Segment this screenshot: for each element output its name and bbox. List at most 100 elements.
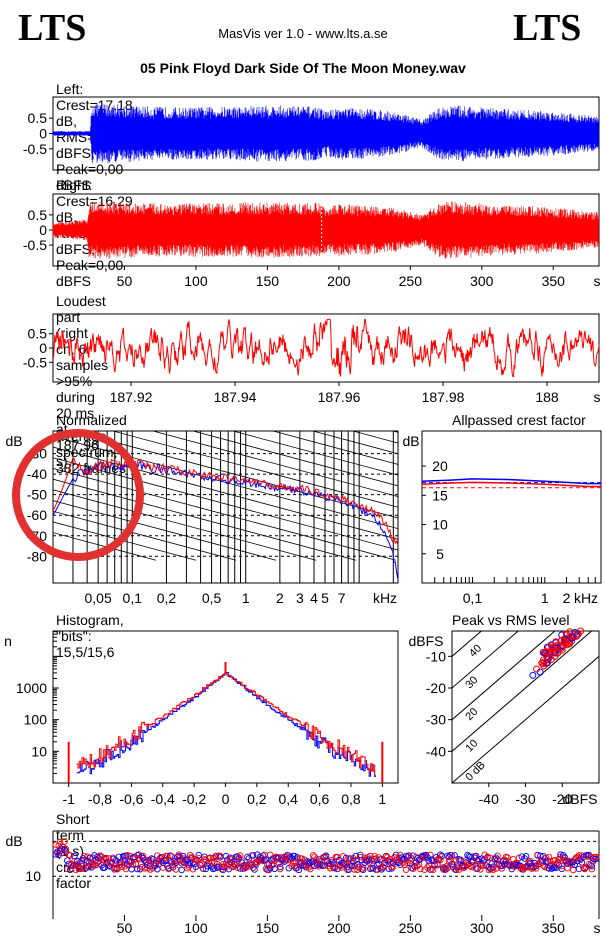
crest-point-left <box>585 851 593 859</box>
y-tick-label: -40 <box>27 466 47 482</box>
y-tick-label: 15 <box>432 487 448 503</box>
slope-line <box>53 446 398 540</box>
x-tick-label: 350 <box>542 920 566 936</box>
crest-point-right <box>309 852 317 859</box>
crest-point-left <box>452 866 460 874</box>
crest-point-right <box>96 852 104 859</box>
x-tick-label: -1 <box>62 791 75 807</box>
crest-point-right <box>580 864 587 871</box>
x-tick-label: 350 <box>542 273 566 289</box>
crest-point-right <box>56 838 64 846</box>
scatter-point-dense <box>541 649 549 657</box>
slope-line <box>53 457 398 551</box>
crest-point-right <box>564 864 571 872</box>
crest-point-right <box>277 865 284 873</box>
right-waveform-signal <box>52 201 599 259</box>
crest-point-right <box>417 865 424 873</box>
y-tick-label: -50 <box>27 487 47 503</box>
x-tick-label: 2 <box>563 590 571 606</box>
spectrum-grid <box>53 431 398 583</box>
y-tick-label: -0.5 <box>23 354 47 370</box>
x-tick-label: 0,8 <box>341 791 361 807</box>
x-tick-label: 0,4 <box>278 791 298 807</box>
x-tick-label: 1 <box>541 590 549 606</box>
scatter-point-dense <box>571 629 579 637</box>
allpassed-crest-title: Allpassed crest factor <box>452 412 586 428</box>
slope-line <box>53 510 237 561</box>
crest-point-right <box>389 863 397 870</box>
crest-point-right <box>152 862 160 869</box>
y-tick-label: 5 <box>436 546 444 562</box>
x-tick-label: 50 <box>117 273 133 289</box>
crest-point-left <box>592 855 600 863</box>
scatter-point-dense <box>558 636 566 644</box>
scatter-point-right <box>533 665 541 673</box>
x-tick-label: -0,6 <box>119 791 143 807</box>
scatter-point-dense <box>553 641 561 649</box>
crest-point-left <box>359 866 367 873</box>
x-unit-label: kHz <box>574 590 598 606</box>
allpassed-crest-frame <box>421 430 602 584</box>
crest-point-left <box>277 863 284 871</box>
x-tick-label: 0,2 <box>247 791 267 807</box>
crest-point-right <box>186 851 194 859</box>
crest-point-left <box>244 853 251 861</box>
x-unit-label: s <box>594 920 601 936</box>
crest-point-right <box>176 853 184 861</box>
y-tick-label: -30 <box>426 712 446 728</box>
y-tick-label: 1000 <box>16 680 47 696</box>
crest-point-right <box>484 853 491 860</box>
logo-left: LTS <box>18 7 87 49</box>
crest-point-right <box>298 855 305 862</box>
crest-point-right <box>311 853 318 860</box>
x-tick-label: 187.92 <box>110 389 153 405</box>
y-tick-label: -80 <box>27 548 47 564</box>
crest-diagonal-label: 20 <box>463 706 480 723</box>
crest-point-right <box>381 862 388 869</box>
scatter-point-dense <box>540 648 548 656</box>
x-tick-label: -0,8 <box>88 791 112 807</box>
spectrum-frame <box>52 430 399 584</box>
scatter-point-dense <box>554 649 562 657</box>
crest-point-right <box>61 838 68 845</box>
crest-point-right <box>489 866 497 873</box>
x-tick-label: 0,2 <box>157 590 177 606</box>
crest-point-right <box>165 865 173 873</box>
crest-point-right <box>269 861 277 868</box>
crest-point-left <box>474 865 481 872</box>
y-tick-label: -10 <box>426 648 446 664</box>
crest-diagonal-label: 30 <box>463 674 480 691</box>
crest-point-right <box>181 855 188 862</box>
slope-line <box>53 468 397 561</box>
crest-point-right <box>427 851 434 859</box>
histogram-right-line <box>76 672 376 776</box>
crest-point-right <box>458 862 466 870</box>
crest-point-left <box>451 852 458 859</box>
x-axis-label: dBFS <box>562 791 597 807</box>
crest-point-left <box>427 866 434 873</box>
crest-point-right <box>208 859 215 866</box>
y-tick-label: -0.5 <box>23 141 47 157</box>
x-unit-label: kHz <box>373 590 397 606</box>
slope-line <box>53 478 357 561</box>
crest-point-left <box>214 864 221 871</box>
crest-point-right <box>452 856 460 863</box>
x-tick-label: 187.96 <box>318 389 361 405</box>
y-tick-label: 0 <box>39 126 47 142</box>
crest-point-left <box>318 861 325 869</box>
x-tick-label: 2 <box>276 590 284 606</box>
crest-diagonal <box>452 631 556 721</box>
crest-point-right <box>479 862 487 869</box>
crest-point-right <box>102 855 110 862</box>
crest-point-right <box>359 864 367 871</box>
x-tick-label: 300 <box>470 920 494 936</box>
y-tick-label: 10 <box>432 517 448 533</box>
x-tick-label: 1 <box>242 590 250 606</box>
scatter-point-dense <box>568 637 576 645</box>
y-tick-label: 0.5 <box>28 207 48 223</box>
x-tick-label: 4 <box>310 590 318 606</box>
scatter-point-dense <box>540 656 548 664</box>
crest-point-left <box>136 865 144 873</box>
scatter-point-dense <box>548 645 556 653</box>
crest-point-right <box>407 857 414 864</box>
